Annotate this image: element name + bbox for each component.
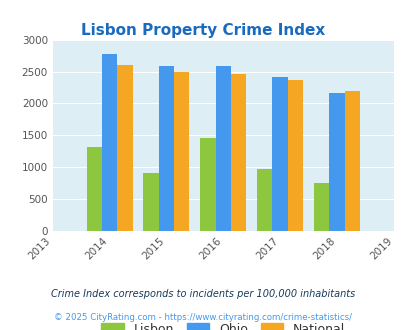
Bar (200, 138, 215, 231)
Bar (230, 74, 246, 231)
Text: Lisbon Property Crime Index: Lisbon Property Crime Index (81, 23, 324, 38)
Bar (344, 91, 359, 231)
Bar (328, 93, 344, 231)
Bar (117, 65, 132, 231)
Bar (256, 169, 272, 231)
Bar (215, 66, 230, 231)
Bar (272, 77, 287, 231)
Bar (86, 148, 102, 231)
Bar (158, 66, 174, 231)
Bar (174, 72, 189, 231)
Text: © 2025 CityRating.com - https://www.cityrating.com/crime-statistics/: © 2025 CityRating.com - https://www.city… (54, 313, 351, 322)
Bar (313, 182, 328, 231)
Legend: Lisbon, Ohio, National: Lisbon, Ohio, National (96, 318, 350, 330)
Text: Crime Index corresponds to incidents per 100,000 inhabitants: Crime Index corresponds to incidents per… (51, 289, 354, 299)
Bar (102, 54, 117, 231)
Bar (287, 81, 303, 231)
Bar (143, 173, 158, 231)
